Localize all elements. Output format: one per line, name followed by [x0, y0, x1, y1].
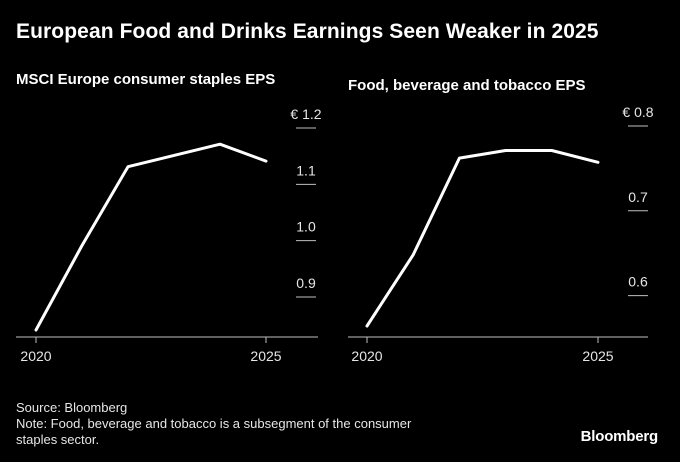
x-tick-label: 2020	[20, 348, 51, 364]
eps-series-line	[365, 149, 600, 328]
x-tick-label: 2025	[250, 348, 281, 364]
y-tick-label: € 1.2	[290, 106, 321, 122]
y-tick-label: 0.6	[628, 274, 648, 290]
source-text: Source: Bloomberg	[16, 400, 128, 415]
y-tick-label: 1.1	[296, 162, 316, 178]
note-text-line2: staples sector.	[16, 432, 100, 447]
note-text-line1: Note: Food, beverage and tobacco is a su…	[16, 416, 412, 431]
y-tick-label: 1.0	[296, 219, 316, 235]
y-tick-label: 0.9	[296, 275, 316, 291]
x-tick-label: 2020	[351, 348, 382, 364]
eps-series-line	[34, 142, 268, 332]
x-tick-label: 2025	[582, 348, 613, 364]
chart-title: European Food and Drinks Earnings Seen W…	[16, 20, 599, 43]
y-tick-label: € 0.8	[622, 104, 653, 120]
bloomberg-logo: Bloomberg	[580, 428, 659, 445]
footer: Source: Bloomberg Note: Food, beverage a…	[16, 400, 411, 448]
y-tick-label: 0.7	[628, 189, 648, 205]
left-panel-title: MSCI Europe consumer staples EPS	[16, 71, 276, 88]
right-panel-title: Food, beverage and tobacco EPS	[348, 77, 586, 94]
